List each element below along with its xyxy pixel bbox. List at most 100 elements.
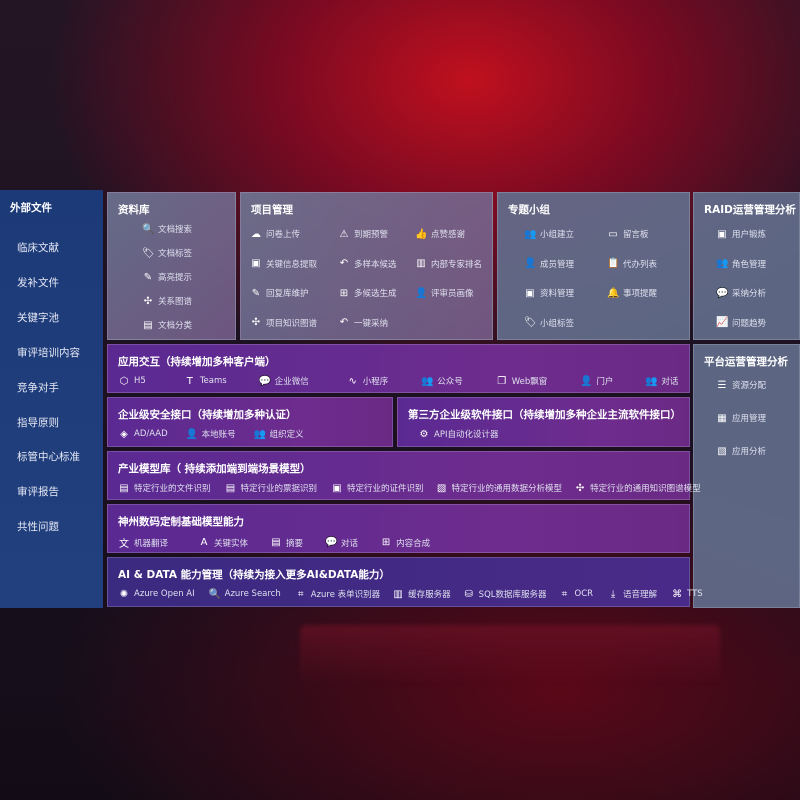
item-window[interactable]: ❐Web飘窗: [496, 375, 548, 387]
item-gear[interactable]: ⚙API自动化设计器: [418, 428, 498, 440]
item-openai[interactable]: ✺Azure Open AI: [118, 589, 195, 600]
item-label: 多样本候选: [354, 258, 397, 270]
item-tts[interactable]: ⌘TTS: [671, 589, 703, 600]
item-thumbs-up[interactable]: 👍点赞感谢: [415, 228, 465, 240]
item-label: 角色管理: [732, 258, 766, 270]
item-ranking[interactable]: ▥内部专家排名: [415, 258, 482, 270]
sidebar-item[interactable]: 审评报告: [17, 484, 59, 499]
item-label: 组织定义: [270, 428, 304, 440]
item-label: 机器翻译: [134, 537, 168, 549]
item-chat-users[interactable]: 👥对话: [645, 375, 678, 387]
sidebar-item[interactable]: 关键字池: [17, 310, 59, 325]
gear-icon: ⚙: [418, 429, 430, 440]
item-speech[interactable]: ⤓语音理解: [607, 588, 657, 600]
item-translate[interactable]: 文机器翻译: [118, 535, 168, 550]
qa-icon: 💬: [716, 288, 728, 299]
item-users[interactable]: 👥角色管理: [716, 258, 766, 270]
sidebar-item[interactable]: 竞争对手: [17, 380, 59, 395]
item-miniprogram[interactable]: ∿小程序: [347, 375, 389, 387]
item-trend[interactable]: 📈问题趋势: [716, 317, 766, 329]
item-ocr[interactable]: ⌗ OCR: [559, 589, 594, 600]
item-puzzle[interactable]: ⊞内容合成: [380, 537, 430, 549]
item-tag[interactable]: 🏷小组标签: [524, 317, 574, 329]
item-alarm[interactable]: ⚠到期预警: [338, 228, 388, 240]
item-ad[interactable]: ◈AD/AAD: [118, 429, 168, 440]
sidebar-item[interactable]: 审评培训内容: [17, 345, 80, 360]
sidebar-item[interactable]: 标管中心标准: [17, 449, 80, 464]
bbs-icon: ▭: [607, 229, 619, 240]
item-analysis[interactable]: ▧应用分析: [716, 445, 766, 457]
item-reply[interactable]: ↶多样本候选: [338, 258, 397, 270]
item-portal[interactable]: 👤门户: [580, 375, 613, 387]
item-reply[interactable]: ↶一键采纳: [338, 317, 388, 329]
item-clipboard[interactable]: 📋代办列表: [607, 258, 657, 270]
item-teams[interactable]: TTeams: [184, 376, 227, 387]
item-label: OCR: [575, 589, 594, 599]
item-label: 评审员画像: [431, 287, 474, 299]
item-label: 问题趋势: [732, 317, 766, 329]
clipboard-icon: 📋: [607, 258, 619, 269]
item-window[interactable]: ▣关键信息提取: [250, 258, 317, 270]
item-label: 事项提醒: [623, 287, 657, 299]
item-qa[interactable]: 💬采纳分析: [716, 287, 766, 299]
item-graph[interactable]: ✣项目知识图谱: [250, 317, 317, 329]
sidebar-item[interactable]: 指导原则: [17, 415, 59, 430]
item-doc-search[interactable]: 🔍文档搜索: [142, 223, 192, 235]
item-row: ◈AD/AAD 👤本地账号 👥组织定义: [118, 428, 304, 440]
sidebar-item[interactable]: 共性问题: [17, 519, 59, 534]
item-form-scan[interactable]: ⌗Azure 表单识别器: [295, 588, 380, 600]
item-doc-category[interactable]: ▤文档分类: [142, 319, 192, 331]
database-icon: ⛁: [463, 589, 475, 600]
item-label: Azure Search: [225, 589, 281, 599]
item-receipt[interactable]: ▤特定行业的票据识别: [225, 482, 318, 494]
local-account-icon: 👤: [186, 429, 198, 440]
panel-library: 资料库🔍文档搜索🏷文档标签✎高亮提示✣关系图谱▤文档分类: [107, 192, 236, 340]
item-cloud-upload[interactable]: ☁问卷上传: [250, 228, 300, 240]
item-summary[interactable]: ▤摘要: [270, 537, 303, 549]
sidebar-item[interactable]: 发补文件: [17, 275, 59, 290]
ocr-icon: ⌗: [559, 589, 571, 600]
item-graph[interactable]: ✣关系图谱: [142, 295, 192, 307]
panel-raid-analysis: RAID运营管理分析▣用户锻炼👥角色管理💬采纳分析📈问题趋势: [693, 192, 800, 340]
item-label: TTS: [687, 589, 703, 599]
item-user[interactable]: 👤评审员画像: [415, 287, 474, 299]
item-puzzle[interactable]: ⊞多候选生成: [338, 287, 397, 299]
item-pen[interactable]: ✎高亮提示: [142, 271, 192, 283]
item-apps[interactable]: ▦应用管理: [716, 412, 766, 424]
item-chart[interactable]: ▧特定行业的通用数据分析模型: [436, 482, 563, 494]
item-tag[interactable]: 🏷文档标签: [142, 247, 192, 259]
item-folder[interactable]: ▣资料管理: [524, 287, 574, 299]
item-org[interactable]: 👥组织定义: [254, 428, 304, 440]
item-user-add[interactable]: 👤成员管理: [524, 258, 574, 270]
item-graph[interactable]: ✣特定行业的通用知识图谱模型: [574, 482, 701, 494]
item-label: 高亮提示: [158, 271, 192, 283]
item-label: 小组建立: [540, 228, 574, 240]
speech-icon: ⤓: [607, 589, 619, 600]
item-edit[interactable]: ✎回复库维护: [250, 287, 309, 299]
item-chat[interactable]: 💬对话: [325, 537, 358, 549]
item-row: ▤特定行业的文件识别 ▤特定行业的票据识别 ▣特定行业的证件识别 ▧特定行业的通用数据…: [118, 482, 701, 494]
item-id-card[interactable]: ▣特定行业的证件识别: [331, 482, 424, 494]
item-database[interactable]: ⛁SQL数据库服务器: [463, 588, 547, 600]
item-local-account[interactable]: 👤本地账号: [186, 428, 236, 440]
item-wecom[interactable]: 💬企业微信: [259, 375, 309, 387]
item-label: 特定行业的票据识别: [241, 482, 318, 494]
item-label: 企业微信: [275, 375, 309, 387]
item-bbs[interactable]: ▭留言板: [607, 228, 649, 240]
item-official-account[interactable]: 👥公众号: [421, 375, 463, 387]
reply-icon: ↶: [338, 317, 350, 328]
sidebar-item[interactable]: 临床文献: [17, 240, 59, 255]
item-label: 关键信息提取: [266, 258, 317, 270]
item-label: 点赞感谢: [431, 228, 465, 240]
item-checklist[interactable]: ☰资源分配: [716, 379, 766, 391]
item-label: 关键实体: [214, 537, 248, 549]
item-group[interactable]: 👥小组建立: [524, 228, 574, 240]
official-account-icon: 👥: [421, 376, 433, 387]
item-file[interactable]: ▤特定行业的文件识别: [118, 482, 211, 494]
item-entity[interactable]: A关键实体: [198, 537, 248, 549]
item-bell[interactable]: 🔔事项提醒: [607, 287, 657, 299]
item-search-doc[interactable]: 🔍Azure Search: [209, 589, 281, 600]
item-html5[interactable]: ⬡H5: [118, 376, 146, 387]
item-cache-server[interactable]: ▥缓存服务器: [392, 588, 451, 600]
item-id-card[interactable]: ▣用户锻炼: [716, 228, 766, 240]
